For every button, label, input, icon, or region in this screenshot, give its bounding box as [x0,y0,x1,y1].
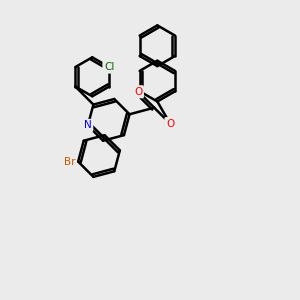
Text: N: N [84,121,92,130]
Text: Br: Br [64,157,76,166]
Text: O: O [134,87,142,97]
Text: Cl: Cl [104,62,114,72]
Text: O: O [166,118,174,129]
